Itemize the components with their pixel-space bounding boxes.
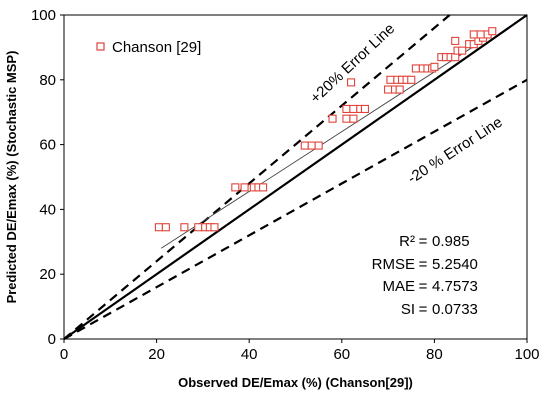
data-point: [395, 85, 404, 94]
stat-label: MAE: [382, 278, 415, 295]
x-tick-label: 100: [514, 346, 539, 363]
stat-equals: =: [419, 233, 428, 250]
x-tick-label: 40: [241, 346, 258, 363]
data-point: [328, 114, 337, 123]
data-point: [488, 27, 497, 36]
data-point: [342, 104, 351, 114]
legend-label-chanson: Chanson [29]: [112, 39, 201, 56]
minus-20-error-label: -20 % Error Line: [405, 114, 506, 188]
legend-marker-chanson: [96, 42, 105, 51]
data-point: [360, 104, 370, 114]
y-axis-ticks: 0 20 40 60 80 100: [31, 7, 64, 348]
data-point: [476, 30, 485, 39]
stat-equals: =: [419, 301, 428, 318]
x-axis-title: Observed DE/Emax (%) (Chanson[29]): [178, 375, 413, 390]
data-point: [386, 75, 395, 84]
data-point: [451, 36, 460, 45]
data-point: [180, 223, 189, 232]
data-point: [349, 114, 358, 123]
x-tick-label: 20: [148, 346, 165, 363]
one-to-one-line: [63, 14, 528, 340]
data-point: [307, 141, 316, 150]
data-point: [411, 64, 420, 73]
y-tick-label: 20: [39, 266, 56, 283]
data-point: [342, 114, 351, 123]
data-points: [154, 27, 497, 232]
data-point: [469, 30, 478, 39]
y-tick-label: 60: [39, 137, 56, 154]
plus-20-error-line: [63, 14, 451, 340]
stat-value: 0.985: [432, 233, 470, 250]
y-tick-label: 40: [39, 201, 56, 218]
plot-frame: [63, 14, 528, 340]
y-tick-label: 100: [31, 7, 56, 24]
x-tick-label: 60: [333, 346, 350, 363]
y-tick-label: 80: [39, 72, 56, 89]
stat-value: 4.7573: [432, 278, 478, 295]
x-tick-label: 0: [60, 346, 68, 363]
minus-20-error-line: [63, 78, 528, 340]
legend: Chanson [29]: [96, 39, 201, 56]
data-point: [407, 75, 416, 84]
x-axis-ticks: 0 20 40 60 80 100: [60, 339, 540, 363]
data-point: [314, 141, 323, 150]
data-point: [384, 85, 393, 94]
y-axis-title: Predicted DE/Emax (%) (Stochastic MSP): [4, 51, 19, 304]
data-point: [430, 62, 439, 71]
stat-value: 0.0733: [432, 301, 478, 318]
data-point: [161, 223, 170, 232]
stat-label: RMSE: [372, 256, 415, 273]
y-tick-label: 0: [48, 331, 56, 348]
trend-line: [160, 34, 493, 249]
data-point: [210, 223, 219, 232]
data-point: [349, 104, 358, 114]
stat-label: R²: [399, 233, 415, 250]
data-point: [347, 78, 356, 87]
x-tick-label: 80: [426, 346, 443, 363]
data-point: [300, 141, 309, 150]
plus-20-error-label: +20% Error Line: [307, 20, 398, 107]
data-point: [458, 46, 467, 55]
data-point: [154, 223, 163, 232]
data-point: [259, 183, 268, 192]
stat-label: SI: [401, 301, 415, 318]
stat-equals: =: [419, 278, 428, 295]
stat-equals: =: [419, 256, 428, 273]
data-point: [240, 183, 249, 192]
data-point: [231, 183, 240, 192]
stat-value: 5.2540: [432, 256, 478, 273]
data-point: [194, 223, 203, 232]
